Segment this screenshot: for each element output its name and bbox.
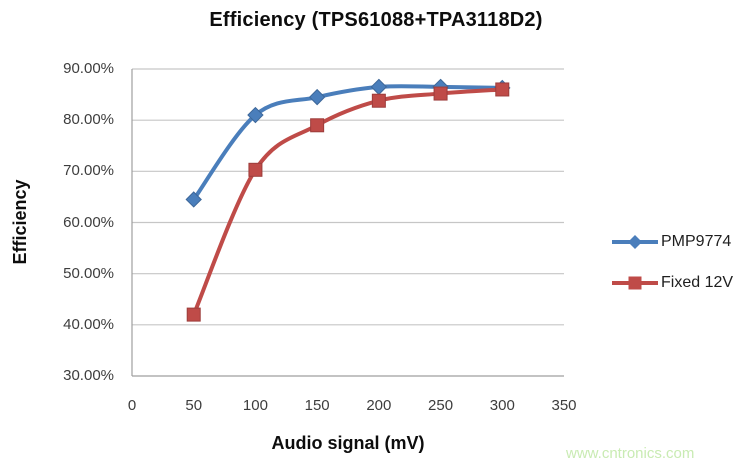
series-line-fixed-12v xyxy=(191,87,505,317)
data-point-square xyxy=(371,93,386,108)
x-tick-label: 100 xyxy=(242,397,268,414)
y-tick-label: 90.00% xyxy=(63,60,114,77)
x-tick-label: 300 xyxy=(489,397,515,414)
x-tick-label: 200 xyxy=(366,397,392,414)
data-point-square xyxy=(495,82,510,97)
legend-label: PMP9774 xyxy=(661,233,732,250)
x-tick-label: 350 xyxy=(551,397,577,414)
legend-swatch-line-square xyxy=(612,276,658,290)
data-point-square xyxy=(248,162,263,177)
legend-label: Fixed 12V xyxy=(661,274,734,291)
data-point-diamond xyxy=(308,88,326,106)
watermark: www.cntronics.com xyxy=(566,445,695,462)
y-tick-label: 70.00% xyxy=(63,162,114,180)
data-point-diamond xyxy=(185,191,202,208)
x-tick-label: 0 xyxy=(127,397,137,414)
y-tick-label: 60.00% xyxy=(63,213,114,231)
x-tick-label: 150 xyxy=(304,397,330,414)
x-tick-label: 250 xyxy=(428,397,454,414)
y-axis-title: Efficiency xyxy=(10,179,30,265)
chart-title: Efficiency (TPS61088+TPA3118D2) xyxy=(209,9,543,31)
y-tick-label: 80.00% xyxy=(63,111,114,129)
y-tick-label: 30.00% xyxy=(63,367,114,384)
legend-diamond-marker-icon xyxy=(628,235,642,249)
data-point-diamond xyxy=(370,78,388,96)
y-tick-label: 50.00% xyxy=(63,264,114,282)
data-point-square xyxy=(310,118,325,133)
legend-item-fixed-12v: Fixed 12V xyxy=(611,271,733,295)
data-point-diamond xyxy=(247,106,264,124)
legend-item-pmp9774: PMP9774 xyxy=(611,230,733,254)
x-tick-label: 50 xyxy=(185,397,203,414)
y-tick-label: 40.00% xyxy=(63,315,114,333)
legend: PMP9774 Fixed 12V xyxy=(611,230,733,312)
data-point-square xyxy=(186,307,201,322)
data-point-square xyxy=(433,86,448,101)
legend-square-marker-icon xyxy=(628,276,642,290)
x-axis-title: Audio signal (mV) xyxy=(271,433,425,453)
series-line-pmp9774 xyxy=(191,84,505,202)
legend-swatch-line-diamond xyxy=(612,235,658,249)
